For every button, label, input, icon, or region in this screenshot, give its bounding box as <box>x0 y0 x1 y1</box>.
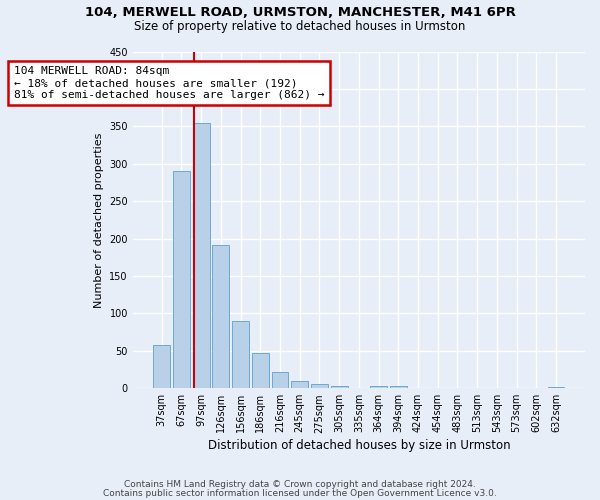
Bar <box>232 321 249 388</box>
Text: 104 MERWELL ROAD: 84sqm
← 18% of detached houses are smaller (192)
81% of semi-d: 104 MERWELL ROAD: 84sqm ← 18% of detache… <box>14 66 325 100</box>
Bar <box>390 386 407 388</box>
Bar <box>212 244 229 388</box>
Y-axis label: Number of detached properties: Number of detached properties <box>94 132 104 308</box>
Bar <box>331 386 347 388</box>
X-axis label: Distribution of detached houses by size in Urmston: Distribution of detached houses by size … <box>208 440 510 452</box>
Text: Contains HM Land Registry data © Crown copyright and database right 2024.: Contains HM Land Registry data © Crown c… <box>124 480 476 489</box>
Bar <box>311 384 328 388</box>
Text: Contains public sector information licensed under the Open Government Licence v3: Contains public sector information licen… <box>103 488 497 498</box>
Text: Size of property relative to detached houses in Urmston: Size of property relative to detached ho… <box>134 20 466 33</box>
Bar <box>292 382 308 388</box>
Bar <box>154 345 170 388</box>
Bar <box>252 353 269 388</box>
Bar <box>370 386 387 388</box>
Bar <box>272 372 289 388</box>
Bar <box>193 122 209 388</box>
Bar <box>173 171 190 388</box>
Text: 104, MERWELL ROAD, URMSTON, MANCHESTER, M41 6PR: 104, MERWELL ROAD, URMSTON, MANCHESTER, … <box>85 6 515 20</box>
Bar <box>548 386 565 388</box>
